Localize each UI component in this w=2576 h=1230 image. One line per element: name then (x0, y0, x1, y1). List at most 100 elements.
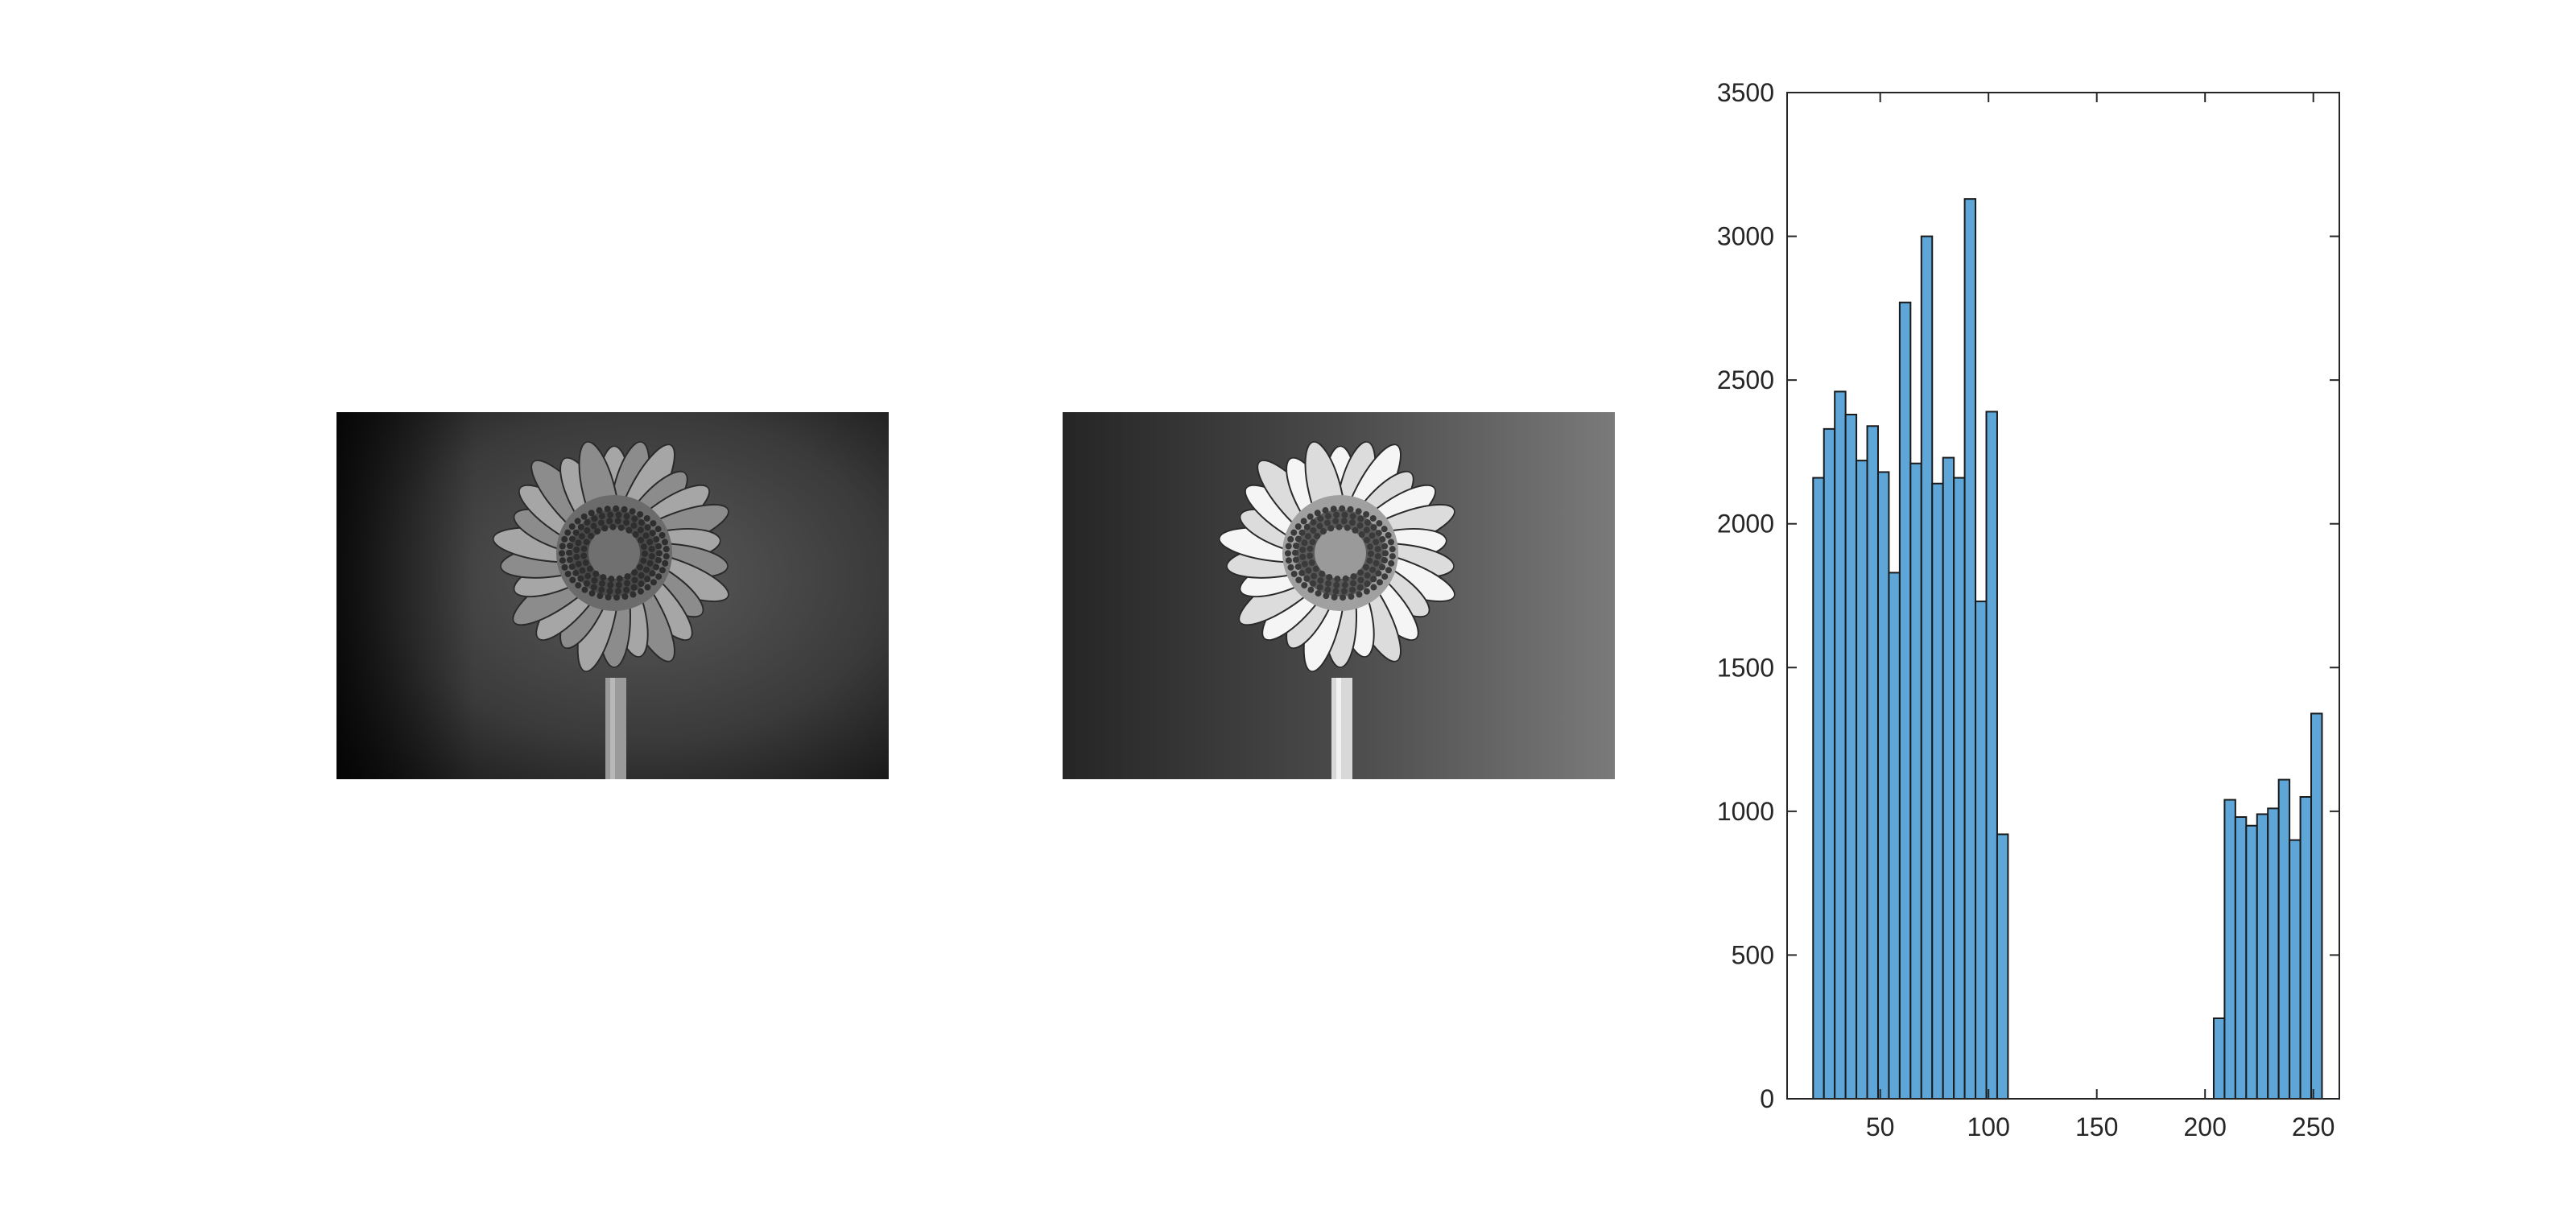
enhanced-image (1063, 412, 1615, 779)
flower-center-floret (1301, 560, 1308, 568)
flower-center-floret (1332, 588, 1340, 595)
flower-center-floret (1293, 542, 1300, 549)
flower-center-floret (1356, 522, 1364, 529)
flower-center-floret (559, 550, 566, 557)
flower-center-floret (1349, 519, 1356, 526)
flower-center-floret (609, 523, 617, 530)
flower-center-floret (1334, 576, 1341, 583)
flower-center-floret (644, 576, 651, 583)
flower-center-floret (1332, 518, 1340, 525)
flower-center-floret (642, 532, 650, 539)
flower-center-floret (638, 572, 645, 579)
flower-center-floret (641, 550, 648, 557)
flower-center-floret (1285, 543, 1292, 550)
histogram-bar (1953, 477, 1966, 1100)
flower-center-floret (584, 572, 592, 580)
flower-center-floret (1366, 557, 1373, 564)
histogram-bar (1909, 462, 1922, 1100)
flower-center-floret (1388, 539, 1395, 546)
flower-center-floret (1381, 557, 1388, 564)
flower-center-floret (600, 574, 607, 581)
flower-center-floret (1366, 543, 1373, 551)
flower-center-floret (1285, 557, 1292, 564)
y-tick-label: 500 (1732, 940, 1774, 969)
histogram-bar (2267, 807, 2280, 1100)
histogram-bars (1812, 198, 2323, 1100)
histogram-bar (1844, 414, 1858, 1100)
flower-center-floret (637, 588, 644, 595)
flower-center-floret (1299, 553, 1307, 560)
flower-center-floret (1363, 588, 1370, 595)
flower-center-floret (1374, 546, 1381, 553)
original-image (336, 412, 889, 779)
flower-center-floret (608, 576, 615, 583)
flower-center-floret (1348, 593, 1355, 601)
flower-center-floret (1369, 566, 1377, 573)
flower-center-floret (1364, 580, 1371, 588)
flower-center-floret (1376, 520, 1383, 527)
histogram-bar (1931, 482, 1944, 1100)
flower-center-floret (1389, 546, 1396, 553)
flower-center-floret (1381, 526, 1388, 533)
flower-center-floret (1317, 515, 1324, 522)
flower-center-floret (573, 546, 580, 553)
flower-center-floret (583, 580, 590, 587)
flower-center-floret (1309, 580, 1316, 587)
flower-center-floret (613, 505, 620, 512)
flower-center-floret (654, 557, 662, 564)
flower-center-floret (572, 529, 580, 536)
flower-center-floret (582, 559, 589, 567)
flower-center-floret (1308, 559, 1315, 567)
flower-center-floret (1385, 531, 1392, 539)
flower-center-floret (630, 584, 638, 591)
flower-center-floret (1323, 592, 1330, 600)
flower-center-floret (655, 573, 663, 580)
histogram-bar (1963, 198, 1977, 1100)
flower-center-floret (1349, 586, 1356, 593)
flower-center-floret (631, 515, 638, 522)
flower-center-floret (1347, 506, 1354, 513)
flower-center-floret (1352, 526, 1359, 534)
flower-center-floret (1363, 510, 1370, 518)
flower-center-floret (597, 592, 604, 600)
flower-center-floret (624, 573, 631, 580)
flower-center-floret (580, 552, 588, 559)
histogram-bar (1920, 235, 1934, 1100)
flower-center-floret (1364, 536, 1371, 543)
x-tick-label: 150 (2075, 1112, 2118, 1141)
flower-center-floret (573, 553, 580, 560)
flower-center-floret (580, 545, 588, 552)
flower-center-floret (1341, 511, 1348, 518)
histogram-bar (2256, 813, 2269, 1100)
histogram-bar (2234, 816, 2248, 1100)
flower-center-floret (1356, 591, 1363, 598)
flower-center-floret (1375, 570, 1382, 577)
flower-center-floret (1388, 559, 1395, 567)
flower-center-floret (1339, 505, 1346, 512)
flower-center-floret (1303, 523, 1311, 530)
flower-center-floret (561, 535, 568, 543)
flower-center-floret (1364, 572, 1371, 579)
flower-center-floret (1292, 556, 1299, 563)
histogram-chart: 50 100 150 200 25005001000150020002500300035… (1717, 78, 2340, 1141)
flower-center-floret (632, 531, 639, 539)
flower-center-floret (640, 557, 647, 564)
flower-center-floret (1370, 524, 1377, 531)
flower-center-floret (1349, 513, 1356, 520)
flower-center-floret (598, 586, 605, 593)
flower-center-floret (577, 523, 584, 530)
flower-center-floret (1295, 576, 1302, 584)
axes-box (1786, 92, 2340, 1100)
flower-center-floret (564, 571, 572, 578)
flower-center-floret (1309, 539, 1316, 546)
flower-center-floret (1344, 524, 1351, 531)
flower-center-floret (1287, 535, 1294, 543)
flower-center-floret (649, 570, 656, 577)
flower-center-floret (601, 525, 609, 532)
flower-center-floret (1310, 527, 1317, 535)
flower-center-floret (596, 507, 603, 514)
flower-center-floret (1370, 576, 1377, 583)
flower-center-floret (1350, 573, 1357, 580)
flower-center-floret (1324, 580, 1331, 587)
original-flower-photo (336, 412, 889, 779)
